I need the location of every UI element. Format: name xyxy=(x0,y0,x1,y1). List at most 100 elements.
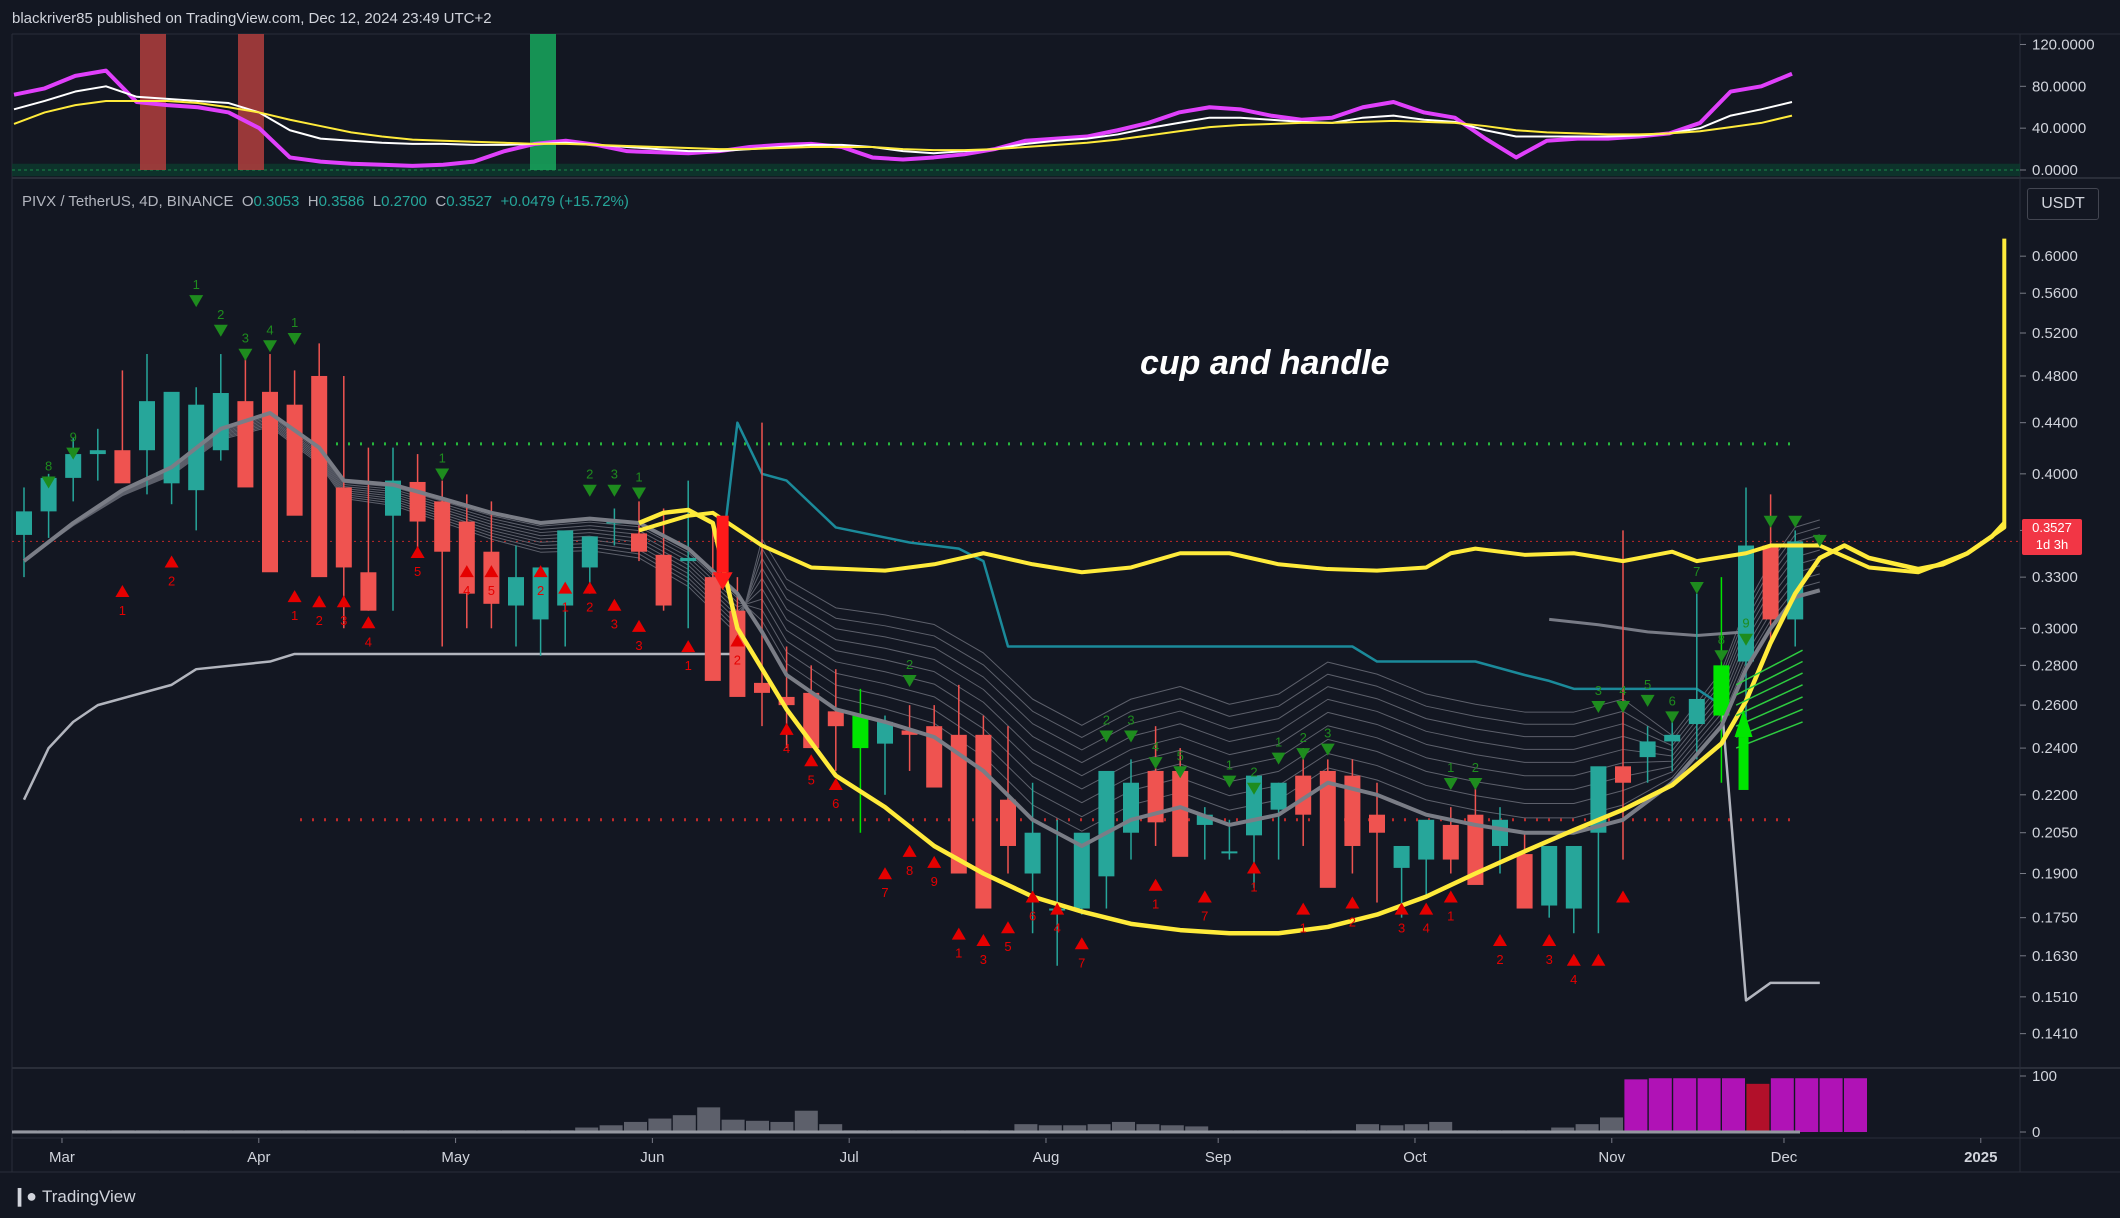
sell-signal-triangle xyxy=(902,675,917,688)
sell-signal-triangle xyxy=(1247,782,1261,795)
indicator-tick-label: 0 xyxy=(2032,1124,2040,1141)
candle-body xyxy=(1098,770,1115,877)
candle xyxy=(1664,715,1681,771)
sell-signal-triangle xyxy=(1099,730,1114,743)
candle-body xyxy=(262,391,278,573)
price-tick-label: 0.4000 xyxy=(2032,466,2078,483)
green-fan-line xyxy=(1735,660,1803,696)
sell-signal-count: 5 xyxy=(1177,748,1184,763)
ma-ribbon-line xyxy=(23,423,1820,751)
tradingview-footer[interactable]: ❙● TradingView xyxy=(12,1186,136,1207)
last-price-badge: 0.3527 1d 3h xyxy=(2022,519,2082,555)
candle xyxy=(483,501,500,629)
candle xyxy=(1418,819,1435,897)
buy-signal-triangle xyxy=(902,844,917,857)
candle-body xyxy=(950,734,967,874)
sell-signal-triangle xyxy=(632,487,646,500)
buy-signal-triangle xyxy=(828,777,843,790)
candle-body xyxy=(1738,545,1754,662)
price-tick-label: 0.1900 xyxy=(2032,866,2078,883)
sell-signal-triangle xyxy=(1222,775,1237,788)
candle xyxy=(631,501,647,562)
sell-signal-triangle xyxy=(189,295,204,308)
candle xyxy=(975,715,992,909)
buy-signal-count: 2 xyxy=(1349,915,1356,930)
candle-body xyxy=(852,715,869,749)
indicator-bar xyxy=(1819,1078,1843,1132)
sell-signal-count: 2 xyxy=(217,307,224,322)
price-tick-label: 0.5600 xyxy=(2032,285,2078,302)
sell-signal-triangle xyxy=(213,324,228,337)
price-tick-label: 0.2200 xyxy=(2032,787,2078,804)
green-fan-line xyxy=(1735,672,1803,706)
indicator-bar xyxy=(1624,1079,1648,1132)
candle-body xyxy=(631,533,647,552)
candle xyxy=(827,669,844,771)
candle xyxy=(1565,845,1582,934)
oscillator-tick-label: 120.0000 xyxy=(2032,36,2095,53)
candle xyxy=(360,447,377,611)
time-tick-label: Aug xyxy=(1033,1149,1060,1166)
buy-signal-triangle xyxy=(607,598,622,611)
candle-body xyxy=(901,730,918,735)
buy-signal-triangle xyxy=(533,565,548,578)
candle xyxy=(1369,782,1385,903)
tradingview-logo-icon: ❙● xyxy=(12,1186,37,1206)
buy-signal-triangle xyxy=(681,640,696,653)
green-fan-line xyxy=(1735,684,1803,717)
buy-signal-triangle xyxy=(410,545,425,558)
buy-signal-count: 4 xyxy=(1054,921,1061,936)
sell-signal-count: 4 xyxy=(266,322,273,337)
candle xyxy=(1172,748,1189,857)
time-tick-label: Dec xyxy=(1771,1149,1798,1166)
time-tick-label: 2025 xyxy=(1964,1149,1997,1166)
price-tick-label: 0.6000 xyxy=(2032,248,2078,265)
sell-signal-triangle xyxy=(1296,748,1311,761)
buy-signal-count: 1 xyxy=(291,608,298,623)
sell-signal-count: 8 xyxy=(1718,632,1725,647)
candle-body xyxy=(483,551,500,604)
green-arrow-head xyxy=(1734,709,1753,738)
sell-signal-count: 9 xyxy=(70,430,77,445)
buy-signal-triangle xyxy=(164,555,179,568)
price-tick-label: 0.4800 xyxy=(2032,368,2078,385)
buy-signal-count: 3 xyxy=(340,613,347,628)
price-tick-label: 0.3000 xyxy=(2032,620,2078,637)
candle-body xyxy=(1664,734,1681,742)
sell-signal-triangle xyxy=(1812,534,1827,547)
candle-body xyxy=(434,501,451,552)
candle xyxy=(16,487,32,578)
buy-signal-count: 3 xyxy=(611,617,618,632)
buy-signal-count: 3 xyxy=(1546,952,1553,967)
buy-signal-count: 8 xyxy=(906,863,913,878)
sell-signal-count: 1 xyxy=(439,451,446,466)
buy-signal-count: 9 xyxy=(931,874,938,889)
candle-body xyxy=(778,696,795,706)
trailing-stop-line xyxy=(1720,700,1820,1002)
indicator-tick-label: 100 xyxy=(2032,1068,2057,1085)
buy-signal-count: 1 xyxy=(1300,921,1307,936)
candle xyxy=(1713,577,1730,783)
candle-body xyxy=(114,450,131,484)
buy-signal-triangle xyxy=(1616,890,1630,903)
candle-body xyxy=(1369,814,1385,833)
candle-body xyxy=(1221,851,1238,854)
indicator-bar xyxy=(672,1115,696,1132)
candle xyxy=(1073,832,1090,915)
sell-signal-triangle xyxy=(1739,633,1753,646)
candle-body xyxy=(704,577,721,681)
candle-body xyxy=(1344,775,1361,846)
candle-body xyxy=(1024,832,1041,874)
indicator-bar xyxy=(1160,1125,1184,1132)
buy-signal-triangle xyxy=(632,619,646,632)
buy-signal-count: 3 xyxy=(635,638,642,653)
candle-body xyxy=(1418,819,1435,860)
buy-signal-triangle xyxy=(1001,921,1015,934)
currency-button[interactable]: USDT xyxy=(2027,188,2099,220)
indicator-bar xyxy=(721,1119,745,1132)
price-tick-label: 0.1750 xyxy=(2032,910,2078,927)
red-arrow-shaft xyxy=(716,515,729,573)
symbol-info-line: PIVX / TetherUS, 4D, BINANCE O0.3053 H0.… xyxy=(22,193,629,210)
buy-signal-triangle xyxy=(951,927,966,940)
candle-body xyxy=(1688,698,1705,725)
